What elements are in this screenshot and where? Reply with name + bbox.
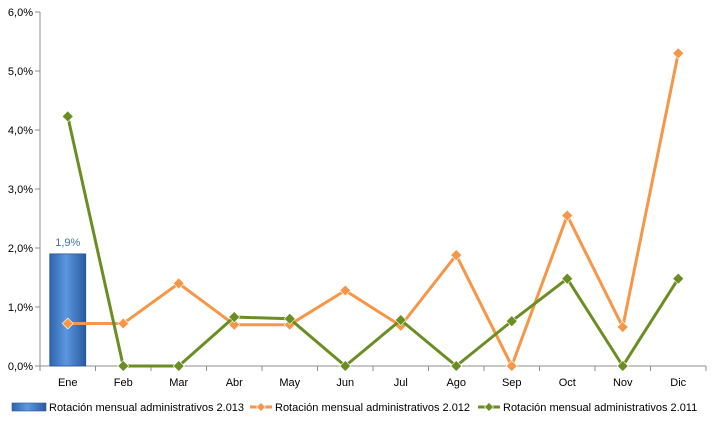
series-point: [672, 272, 685, 285]
series-point: [172, 360, 185, 372]
series-point: [339, 284, 352, 297]
y-tick-label: 6,0%: [8, 7, 33, 19]
series-point: [505, 360, 518, 372]
y-tick-label: 1,0%: [8, 302, 33, 314]
y-tick-label: 5,0%: [8, 66, 33, 78]
y-tick-label: 2,0%: [8, 243, 33, 255]
x-tick-label: May: [279, 377, 300, 389]
x-tick-label: Abr: [226, 377, 243, 389]
x-tick-label: Mar: [169, 377, 188, 389]
y-tick-label: 4,0%: [8, 125, 33, 137]
series-point: [616, 360, 629, 372]
x-tick-label: Ago: [446, 377, 466, 389]
x-tick-label: Sep: [502, 377, 522, 389]
x-tick-label: Feb: [114, 377, 133, 389]
series-point: [561, 272, 574, 285]
y-tick-label: 3,0%: [8, 184, 33, 196]
series-point: [228, 311, 241, 323]
x-tick-label: Ene: [58, 377, 78, 389]
series-point: [228, 318, 241, 331]
series-point: [283, 312, 296, 325]
series-point: [672, 47, 685, 60]
legend: Rotación mensual administrativos 2.013 Ro…: [11, 402, 697, 414]
plot-area: 0,0% 1,0% 2,0% 3,0% 4,0% 5,0% 6,0% Ene Feb Mar Abr…: [8, 7, 707, 389]
bar-data-label: 1,9%: [55, 237, 80, 249]
series-point: [61, 317, 74, 330]
legend-entry-label: Rotación mensual administrativos 2.012: [275, 402, 470, 414]
series-line: [67, 53, 680, 368]
series-point: [561, 209, 574, 222]
series-point: [616, 321, 629, 333]
series-point: [450, 360, 463, 372]
legend-entry-label: Rotación mensual administrativos 2.013: [49, 402, 244, 414]
x-tick-label: Jun: [336, 377, 354, 389]
legend-bar-swatch: [11, 402, 47, 412]
series-point: [172, 277, 185, 290]
series-point: [505, 315, 518, 328]
series-line: [66, 116, 680, 368]
legend-marker: [484, 402, 494, 412]
legend-marker: [256, 402, 266, 412]
series-point: [117, 360, 130, 372]
x-tick-label: Nov: [613, 377, 633, 389]
series-point: [394, 314, 407, 326]
y-tick-label: 0,0%: [8, 361, 33, 373]
series-point: [450, 249, 463, 262]
series-point: [61, 110, 74, 123]
bar: [49, 253, 87, 367]
series-point: [117, 317, 130, 330]
x-tick-label: Oct: [559, 377, 576, 389]
series-point: [339, 360, 352, 372]
x-tick-label: Jul: [394, 377, 408, 389]
legend-entry-label: Rotación mensual administrativos 2.011: [503, 402, 697, 414]
x-tick-label: Dic: [670, 377, 686, 389]
